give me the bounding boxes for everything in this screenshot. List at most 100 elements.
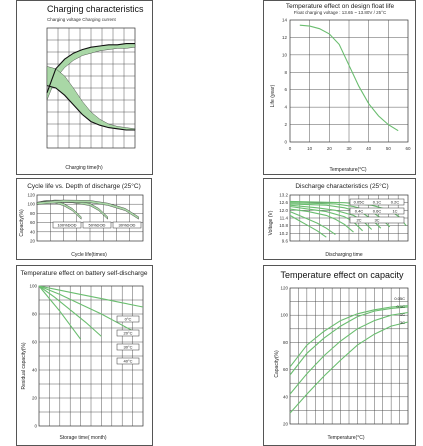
legend-label: 0.2C <box>391 200 400 205</box>
legend-label: 0.05C <box>354 200 365 205</box>
cycle-life-band-2 <box>36 199 139 220</box>
legend-label: 20°C <box>124 331 133 336</box>
tick-label: 20 <box>283 422 289 427</box>
tick-label: 10 <box>307 146 313 151</box>
legend-label: 0.1C <box>397 304 406 309</box>
tick-label: 60 <box>283 367 289 372</box>
legend-box <box>116 315 140 323</box>
self-discharge-line-3 <box>38 285 82 340</box>
tick-label: 0 <box>284 140 287 145</box>
tick-label: 12 <box>282 35 288 40</box>
tick-label: 30 <box>346 146 352 151</box>
legend-label: 0.4C <box>355 209 364 214</box>
tick-label: 40 <box>366 146 372 151</box>
tick-label: 100 <box>29 284 37 289</box>
legend-box <box>112 221 142 229</box>
tick-label: 50 <box>386 146 392 151</box>
legend-label: 30°C <box>124 345 133 350</box>
chart-title: Temperature effect on design float life <box>286 3 395 10</box>
tick-label: 8 <box>284 70 287 75</box>
tick-label: 100 <box>27 202 35 207</box>
cycle-life-chart-panel: Cycle life vs. Depth of discharge (25°C)… <box>16 178 152 260</box>
legend-label: 40°C <box>124 359 133 364</box>
y-axis-label: Voltage (V) <box>268 210 274 235</box>
float-life-chart: Temperature effect on design float life … <box>270 3 411 173</box>
legend-label: 1C <box>392 209 397 214</box>
y-axis-label: Life (year) <box>270 84 276 107</box>
tick-label: 6 <box>284 87 287 92</box>
chart-subtitle: Float charging voltage : 13.65 ~ 13.80V … <box>294 10 387 15</box>
tick-label: 10.2 <box>279 231 288 236</box>
discharge-line-1C <box>289 208 354 233</box>
self-discharge-line-1 <box>38 285 133 332</box>
legend-box <box>349 198 405 206</box>
tick-label: 60 <box>405 146 411 151</box>
tick-label: 10.8 <box>279 223 288 228</box>
temp-capacity-line-0 <box>289 305 409 368</box>
legend-label: 30%DOD <box>119 223 136 228</box>
tick-label: 10 <box>282 52 288 57</box>
legend-label: 100%DOD <box>57 223 76 228</box>
tick-label: 80 <box>30 211 36 216</box>
tick-label: 60 <box>32 340 38 345</box>
charging-voltage-line <box>46 43 135 93</box>
tick-label: 4 <box>284 105 287 110</box>
legend-box <box>349 207 405 215</box>
legend-label: 0°C <box>125 317 132 322</box>
discharge-chart-panel: Discharge characteristics (25°C) 13.2 12.… <box>263 178 416 260</box>
tick-label: 9.6 <box>282 239 289 244</box>
temp-capacity-line-1 <box>289 306 409 376</box>
tick-label: 0 <box>289 146 292 151</box>
tick-label: 40 <box>32 368 38 373</box>
x-axis-label: Charging time(h) <box>65 165 103 171</box>
float-life-line <box>299 24 399 132</box>
temp-capacity-line-2 <box>289 311 409 395</box>
tick-label: 80 <box>32 312 38 317</box>
chart-subtitle: Charging voltage Charging current <box>47 17 117 22</box>
chart-title: Temperature effect on capacity <box>281 270 404 280</box>
charging-chart: Charging characteristics Charging voltag… <box>46 4 144 171</box>
chart-title: Charging characteristics <box>47 4 144 14</box>
self-discharge-chart-panel: Temperature effect on battery self-disch… <box>16 265 153 446</box>
x-axis-label: Cycle life(times) <box>71 252 107 258</box>
float-life-chart-panel: Temperature effect on design float life … <box>263 0 416 175</box>
legend-box <box>349 216 405 224</box>
tick-label: 100 <box>280 313 288 318</box>
tick-label: 20 <box>30 239 36 244</box>
chart-title: Discharge characteristics (25°C) <box>295 182 388 190</box>
legend-label: 0.05C <box>394 296 405 301</box>
legend-label: 0.1C <box>373 200 382 205</box>
legend-box <box>116 343 140 351</box>
tick-label: 60 <box>30 220 36 225</box>
x-axis-label: Discharging time <box>325 252 362 258</box>
discharge-line-3C <box>289 214 327 238</box>
discharge-line-0.6C <box>289 205 363 232</box>
discharge-line-2C <box>289 211 336 236</box>
temp-capacity-line-3 <box>289 321 409 414</box>
tick-label: 12.0 <box>279 208 288 213</box>
y-axis-label: Capacity(%) <box>274 350 280 378</box>
discharge-chart: Discharge characteristics (25°C) 13.2 12.… <box>268 182 409 258</box>
tick-label: 120 <box>280 286 288 291</box>
cycle-life-chart: Cycle life vs. Depth of discharge (25°C)… <box>19 182 144 258</box>
chart-title: Temperature effect on battery self-disch… <box>20 270 147 277</box>
legend-box <box>82 221 112 229</box>
x-axis-label: Temperature(°C) <box>329 167 366 173</box>
charging-chart-panel: Charging characteristics Charging voltag… <box>16 0 153 175</box>
legend-label: 3C <box>400 320 405 325</box>
tick-label: 120 <box>27 193 35 198</box>
legend-label: 50%DOD <box>89 223 106 228</box>
legend-label: 2C <box>356 218 361 223</box>
y-axis-label: Residual capacity(%) <box>21 342 27 389</box>
y-axis-label: Capacity(%) <box>19 209 25 237</box>
tick-label: 20 <box>327 146 333 151</box>
tick-label: 40 <box>30 229 36 234</box>
self-discharge-line-0 <box>38 285 144 308</box>
tick-label: 0 <box>34 424 37 429</box>
legend-label: 1C <box>400 312 405 317</box>
legend-box <box>116 357 140 365</box>
chart-title: Cycle life vs. Depth of discharge (25°C) <box>27 182 141 190</box>
tick-label: 80 <box>283 340 289 345</box>
tick-label: 13.2 <box>279 193 288 198</box>
temp-capacity-chart: Temperature effect on capacity 120 100 80 6… <box>274 270 409 441</box>
